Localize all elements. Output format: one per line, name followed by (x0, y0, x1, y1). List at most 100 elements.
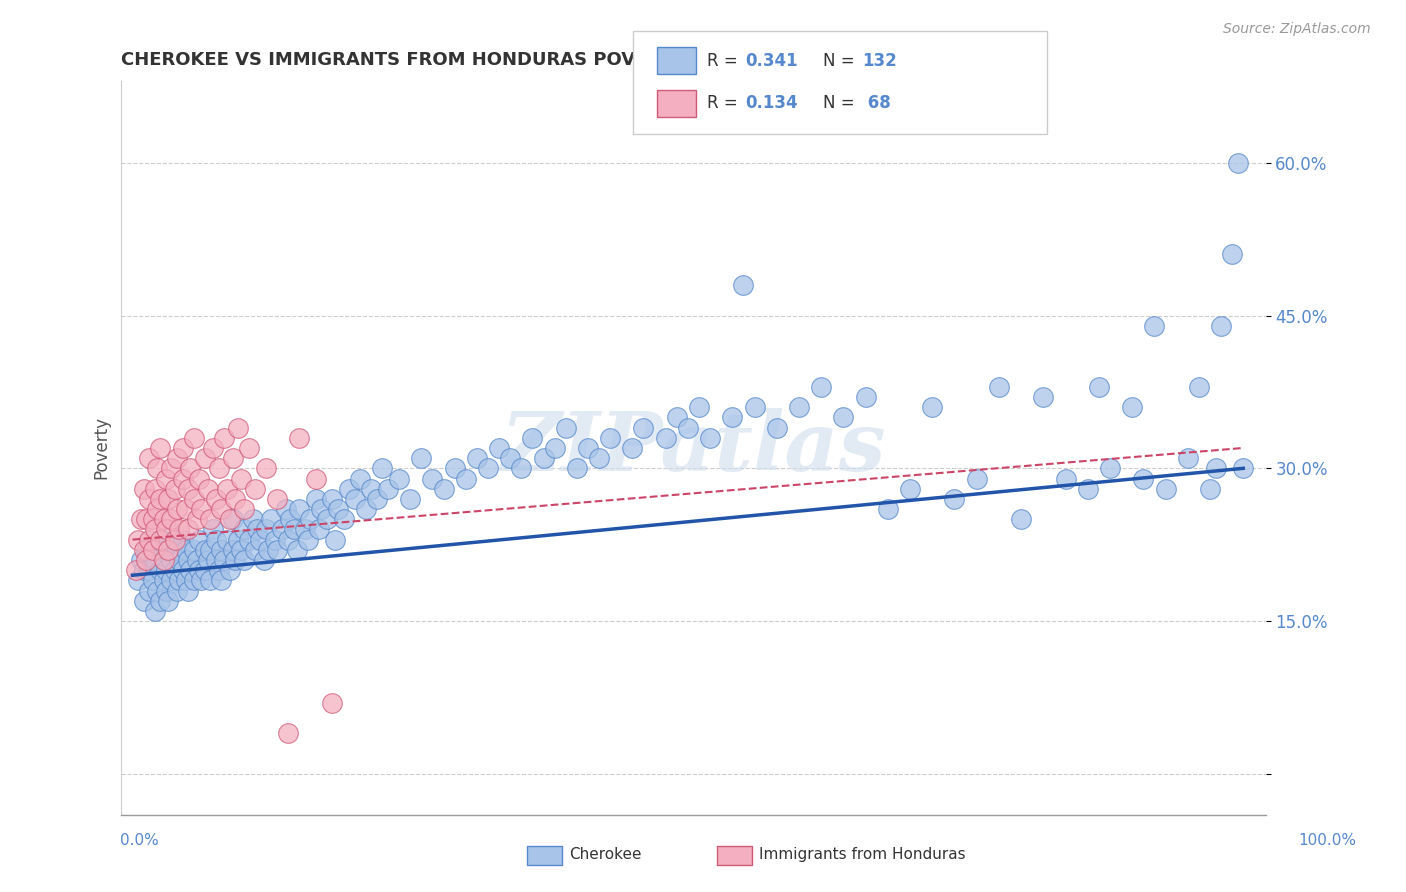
Point (155, 471, 177, 485)
Point (149, 533, 172, 547)
Point (1226, 156, 1249, 170)
Point (499, 451, 522, 466)
Point (332, 512, 354, 526)
Point (160, 461, 183, 475)
Point (132, 482, 155, 496)
Point (1088, 380, 1111, 394)
Point (621, 441, 644, 455)
Point (174, 542, 197, 557)
Point (138, 563, 160, 577)
Point (146, 542, 169, 557)
Point (163, 533, 186, 547)
Point (1054, 471, 1077, 485)
Text: 0.134: 0.134 (745, 95, 797, 112)
Point (443, 461, 465, 475)
Point (288, 502, 311, 516)
Point (183, 542, 205, 557)
Point (177, 482, 200, 496)
Point (208, 563, 231, 577)
Point (125, 563, 148, 577)
Point (257, 542, 280, 557)
Point (194, 451, 217, 466)
Point (183, 431, 205, 445)
Point (388, 471, 411, 485)
Point (166, 451, 188, 466)
Point (174, 574, 197, 588)
Point (209, 502, 232, 516)
Point (810, 380, 832, 394)
Point (208, 461, 231, 475)
Point (215, 482, 238, 496)
Point (371, 461, 394, 475)
Point (183, 491, 205, 506)
Point (787, 401, 810, 415)
Point (254, 461, 277, 475)
Point (943, 491, 966, 506)
Point (172, 563, 194, 577)
Point (263, 533, 285, 547)
Point (143, 523, 166, 537)
Point (155, 583, 177, 598)
Point (522, 431, 544, 445)
Text: 68: 68 (862, 95, 890, 112)
Point (274, 502, 297, 516)
Point (1154, 482, 1177, 496)
Text: Immigrants from Honduras: Immigrants from Honduras (759, 847, 966, 862)
Point (177, 553, 200, 567)
Text: Cherokee: Cherokee (569, 847, 643, 862)
Point (1132, 471, 1154, 485)
Point (197, 553, 219, 567)
Point (127, 574, 149, 588)
Point (308, 523, 330, 537)
Point (987, 380, 1010, 394)
Point (665, 410, 688, 425)
Point (343, 491, 366, 506)
Y-axis label: Poverty: Poverty (93, 417, 110, 480)
Point (163, 563, 186, 577)
Point (1143, 318, 1166, 333)
Point (1010, 512, 1032, 526)
Point (744, 401, 766, 415)
Point (1199, 482, 1222, 496)
Point (146, 461, 169, 475)
Point (186, 512, 208, 526)
Point (201, 523, 224, 537)
Point (166, 502, 188, 516)
Point (209, 542, 232, 557)
Point (183, 574, 205, 588)
Point (337, 482, 360, 496)
Point (174, 502, 197, 516)
Point (399, 491, 422, 506)
Point (311, 502, 333, 516)
Point (155, 563, 177, 577)
Point (277, 726, 299, 740)
Point (277, 533, 299, 547)
Point (422, 471, 444, 485)
Point (921, 401, 943, 415)
Point (166, 583, 188, 598)
Point (155, 542, 177, 557)
Point (135, 512, 157, 526)
Point (231, 542, 253, 557)
Point (160, 553, 183, 567)
Point (249, 533, 271, 547)
Point (143, 482, 166, 496)
Point (576, 441, 599, 455)
Point (190, 502, 212, 516)
Point (510, 461, 533, 475)
Point (209, 574, 232, 588)
Point (212, 431, 235, 445)
Point (132, 542, 155, 557)
Point (266, 491, 288, 506)
Point (138, 583, 160, 598)
Point (1209, 318, 1232, 333)
Point (488, 441, 510, 455)
Text: 132: 132 (862, 52, 897, 70)
Point (226, 533, 249, 547)
Point (188, 533, 211, 547)
Point (157, 542, 180, 557)
Point (246, 523, 269, 537)
Point (205, 533, 228, 547)
Point (167, 553, 190, 567)
Point (163, 533, 186, 547)
